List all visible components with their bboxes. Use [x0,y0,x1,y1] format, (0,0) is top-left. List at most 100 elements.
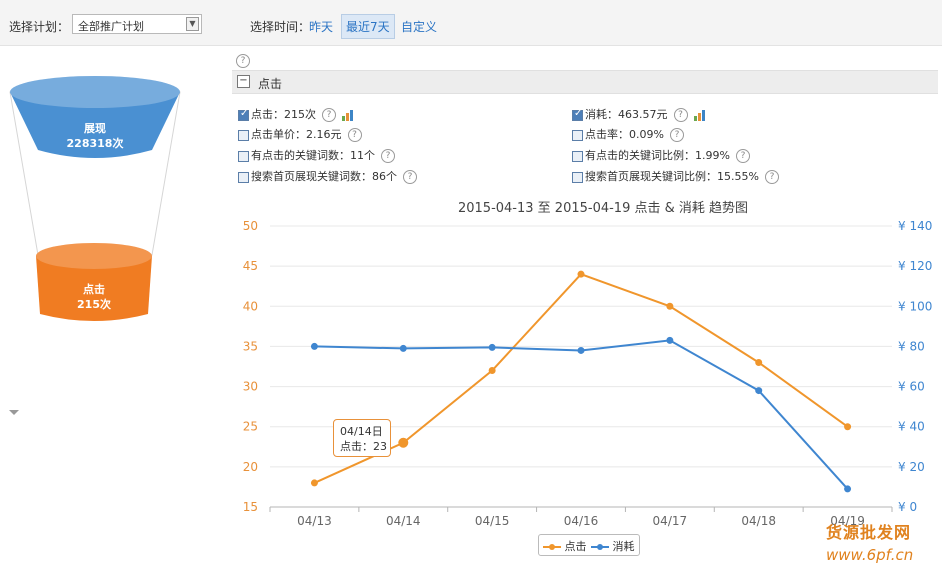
tooltip-value: 点击：23 [340,440,387,453]
funnel-bottom-highlight [36,243,152,269]
metric-item[interactable]: 有点击的关键词比例：1.99%? [572,147,750,163]
y-axis-left: 50 45 40 35 30 25 20 15 [243,219,258,514]
collapse-toggle[interactable]: − [237,75,250,88]
metric-label: 点击单价：2.16元 [251,128,342,141]
help-icon[interactable]: ? [347,128,362,142]
y-right-tick-label: ¥ 80 [898,339,925,353]
help-icon[interactable]: ? [669,128,684,142]
expand-arrow-icon[interactable] [9,410,19,415]
filter-bar: 选择计划： 全部推广计划 ▼ 选择时间： 昨天 最近7天 自定义 [0,0,942,46]
chart-tooltip: 04/14日 点击：23 [333,419,391,457]
metric-checkbox[interactable] [238,129,249,141]
funnel-top-name: 展现 [83,122,106,135]
y-axis-right: ¥ 140 ¥ 120 ¥ 100 ¥ 80 ¥ 60 ¥ 40 ¥ 20 ¥ 0 [898,219,932,514]
funnel-bottom-cap [36,243,152,269]
bar-chart-icon[interactable] [342,109,355,121]
tooltip-date: 04/14日 [340,425,383,438]
metric-label: 点击：215次 [251,108,316,121]
metric-item[interactable]: 点击：215次? [238,106,355,122]
metric-checkbox[interactable] [238,108,249,121]
time-option-yesterday[interactable]: 昨天 [309,20,334,34]
metric-item[interactable]: 点击单价：2.16元? [238,126,362,142]
metric-checkbox[interactable] [572,150,583,162]
metric-checkbox[interactable] [572,129,583,141]
chart-grid [270,225,892,508]
plan-label: 选择计划： [9,20,70,34]
funnel-bottom-name: 点击 [83,282,105,296]
y-right-tick-label: ¥ 20 [898,460,925,474]
legend-marker-cost [591,544,609,550]
bar-chart-icon[interactable] [693,109,707,121]
x-tick-label: 04/19 [830,514,865,528]
data-point-clicks [310,479,318,487]
x-tick-label: 04/17 [653,514,688,528]
data-point-cost [844,485,852,493]
watermark-title: 货源批发网 [826,523,912,542]
chart-title: 2015-04-13 至 2015-04-19 点击 & 消耗 趋势图 [458,200,748,216]
funnel-bottom-body [36,256,152,321]
funnel-bottom-value: 215次 [77,297,111,311]
watermark-url: www.6pf.cn [826,546,914,564]
data-point-cost [666,336,674,344]
data-point-clicks [844,423,852,431]
series-line-clicks [314,273,849,484]
data-point-cost [577,346,585,354]
y-left-tick-label: 35 [243,339,258,353]
help-icon[interactable]: ? [735,149,750,163]
y-right-tick-label: ¥ 0 [898,500,917,514]
metric-checkbox[interactable] [238,171,249,183]
x-tick-label: 04/13 [297,514,332,528]
metric-item[interactable]: 点击率：0.09%? [572,126,684,142]
metric-label: 搜索首页展现关键词数：86个 [251,170,397,183]
metric-checkbox[interactable] [572,108,583,121]
help-icon[interactable]: ? [381,149,395,163]
help-icon[interactable]: ? [673,108,688,122]
legend-label-cost: 消耗 [612,540,635,553]
chevron-down-icon[interactable]: ▼ [186,17,199,31]
help-icon[interactable]: ? [764,170,779,184]
metric-checkbox[interactable] [572,171,583,183]
x-axis: 04/13 04/14 04/15 04/16 04/17 04/18 04/19 [269,507,893,528]
time-option-last-7-days[interactable]: 最近7天 [341,14,395,39]
x-tick-label: 04/15 [475,514,510,528]
plan-select[interactable]: 全部推广计划 ▼ [72,14,202,34]
metric-item[interactable]: 搜索首页展现关键词数：86个? [238,168,417,184]
data-point-cost [310,342,318,350]
metric-checkbox[interactable] [238,150,249,162]
x-tick-label: 04/18 [741,514,776,528]
help-icon[interactable]: ? [322,108,336,122]
legend-item-clicks[interactable]: 点击 [543,538,587,554]
y-right-tick-label: ¥ 40 [898,420,925,434]
metric-item[interactable]: 搜索首页展现关键词比例：15.55%? [572,168,779,184]
data-point-clicks [488,367,496,375]
metric-label: 搜索首页展现关键词比例：15.55% [585,170,759,183]
metric-item[interactable]: 有点击的关键词数：11个? [238,147,395,163]
data-point-clicks [398,437,409,448]
y-left-tick-label: 15 [243,500,258,514]
legend-item-cost[interactable]: 消耗 [591,538,635,554]
trend-chart: 2015-04-13 至 2015-04-19 点击 & 消耗 趋势图 50 45… [243,200,933,528]
time-option-custom[interactable]: 自定义 [401,20,438,34]
y-right-tick-label: ¥ 140 [898,219,932,233]
help-icon[interactable]: ? [236,54,250,68]
funnel-top-cap [10,76,180,108]
metric-label: 点击率：0.09% [585,128,664,141]
y-right-tick-label: ¥ 60 [898,380,925,394]
data-point-clicks [666,302,674,310]
metric-label: 消耗：463.57元 [585,108,668,121]
data-point-cost [399,344,407,352]
chart-legend: 点击 消耗 [538,534,640,556]
data-point-clicks [577,270,585,278]
data-point-clicks [755,358,763,366]
section-header: − 点击 [232,70,938,94]
help-icon[interactable]: ? [403,170,417,184]
y-left-tick-label: 30 [243,380,258,394]
data-point-cost [755,387,763,395]
metric-item[interactable]: 消耗：463.57元? [572,106,707,122]
funnel-top-highlight [10,76,180,108]
x-tick-label: 04/16 [564,514,599,528]
funnel-graphic: 展现 228318次 点击 215次 [9,76,181,321]
legend-label-clicks: 点击 [564,540,587,553]
section-title: 点击 [258,77,283,91]
y-right-tick-label: ¥ 100 [898,299,932,313]
